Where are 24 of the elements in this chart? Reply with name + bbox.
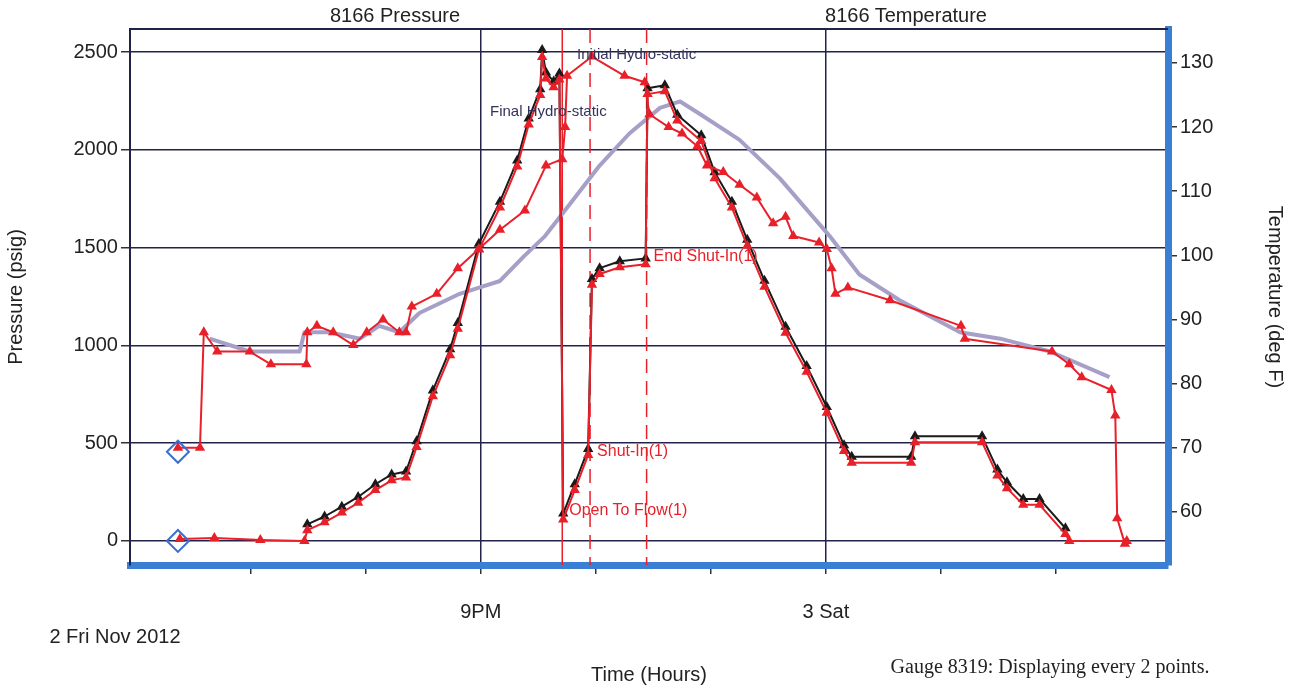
y2-tick-label: 110 xyxy=(1180,178,1212,201)
y2-tick-label: 130 xyxy=(1180,50,1214,73)
x-axis-title: Time (Hours) xyxy=(591,662,707,685)
ref-line-label: Open To Flow(1) xyxy=(569,501,688,519)
y2-tick-label: 80 xyxy=(1180,371,1203,394)
y-tick-label: 500 xyxy=(84,430,118,453)
y2-tick-label: 60 xyxy=(1180,499,1203,522)
y-tick-label: 1000 xyxy=(73,332,118,355)
y2-tick-label: 70 xyxy=(1180,435,1203,458)
text: 8166 Temperature xyxy=(825,3,987,26)
y-tick-label: 2000 xyxy=(73,137,118,160)
x-tick-label: 3 Sat xyxy=(802,599,850,622)
y2-axis-title: Temperature (deg F) xyxy=(1265,205,1288,389)
x-tick-label: 9PM xyxy=(460,599,502,622)
text: 8166 Pressure xyxy=(329,3,461,26)
y-tick-label: 1500 xyxy=(73,235,118,258)
y-axis-title: Pressure (psig) xyxy=(3,229,26,365)
text: 2 Fri Nov 2012 xyxy=(49,624,181,647)
y2-tick-label: 120 xyxy=(1180,114,1214,137)
y2-tick-label: 100 xyxy=(1180,242,1214,265)
y2-tick-label: 90 xyxy=(1180,306,1203,329)
text: Gauge 8319: Displaying every 2 points. xyxy=(890,655,1210,679)
y-tick-label: 0 xyxy=(106,528,118,551)
y-tick-label: 2500 xyxy=(73,39,118,62)
